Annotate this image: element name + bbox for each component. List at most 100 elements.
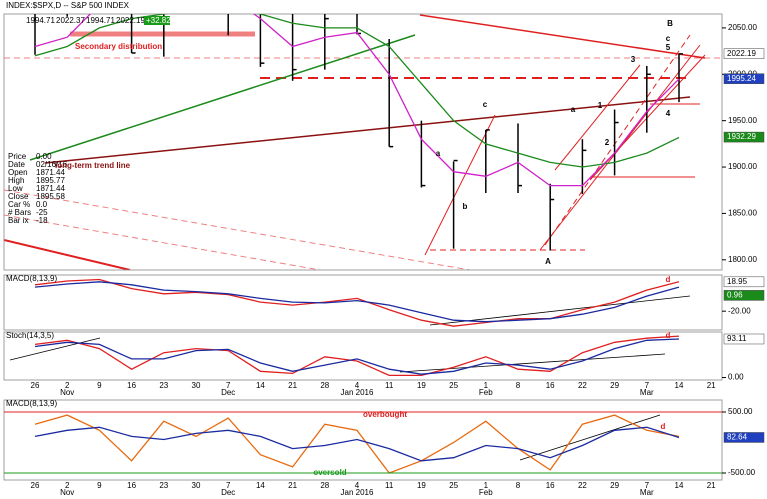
y-tick-label: 0.00 (728, 373, 744, 382)
trendline (424, 114, 496, 256)
annotation: d (666, 275, 671, 284)
x-tick-label: 1 (484, 381, 489, 390)
trendline (29, 34, 416, 161)
x-tick-label: 9 (97, 481, 102, 490)
value-tag-label: 82.64 (727, 433, 748, 442)
y-tick-label: 1800.00 (728, 255, 757, 264)
series-line (34, 414, 680, 474)
series-line (34, 338, 680, 375)
panel (3, 13, 723, 271)
x-tick-label: 21 (707, 481, 716, 490)
panel (3, 274, 723, 331)
annotation: B (667, 19, 673, 28)
value-tag (723, 131, 765, 143)
x-tick-label: 28 (320, 481, 329, 490)
annotation: 4 (666, 109, 671, 118)
panel (3, 399, 723, 481)
info-value: -18 (36, 216, 48, 225)
y-tick-label: 1850.00 (728, 209, 757, 218)
annotation: b (463, 202, 468, 211)
x-tick-label: 16 (546, 381, 555, 390)
trendline (4, 189, 471, 270)
info-value: -25 (36, 208, 48, 217)
y-tick-label: -500.00 (728, 468, 756, 477)
x-tick-label: 16 (127, 381, 136, 390)
info-label: High (8, 176, 24, 185)
y-tick-label: 1900.00 (728, 162, 757, 171)
annotation: 1 (598, 101, 603, 110)
annotation: overbought (363, 410, 407, 419)
info-value: 1895.58 (36, 192, 65, 201)
info-label: Close (8, 192, 29, 201)
x-tick-label: 7 (226, 381, 231, 390)
annotation: a (436, 149, 441, 158)
x-tick-label: 7 (645, 381, 650, 390)
annotation: 5 (666, 43, 671, 52)
x-month-label: Feb (479, 388, 493, 397)
change-badge (144, 16, 170, 25)
value-tag-label: 0.96 (727, 290, 743, 299)
plot-area (34, 14, 683, 251)
x-tick-label: 14 (675, 481, 684, 490)
x-tick-label: 16 (127, 481, 136, 490)
x-month-label: Jan 2016 (341, 488, 374, 497)
value-tag (723, 48, 765, 59)
header-value: 2022.19 (116, 16, 145, 25)
value-tag (723, 432, 765, 443)
x-tick-label: 26 (31, 481, 40, 490)
x-tick-label: 25 (449, 481, 458, 490)
x-tick-label: 22 (578, 381, 587, 390)
value-tag-label: 93.11 (727, 334, 747, 343)
trendline (554, 64, 641, 171)
trendline (429, 295, 691, 326)
x-tick-label: 19 (417, 481, 426, 490)
x-tick-label: 22 (578, 481, 587, 490)
x-tick-label: 11 (385, 381, 394, 390)
x-month-label: Dec (221, 388, 235, 397)
x-tick-label: 28 (320, 381, 329, 390)
x-tick-label: 19 (417, 381, 426, 390)
series-line (34, 14, 680, 168)
series-line (34, 278, 680, 327)
info-label: # Bars (8, 208, 31, 217)
x-month-label: Mar (640, 488, 654, 497)
annotation: a (571, 105, 576, 114)
trendline (419, 14, 706, 59)
annotation: d (666, 331, 671, 340)
info-value: 0.0 (36, 200, 48, 209)
y-tick-label: -20.00 (728, 306, 751, 315)
x-month-label: Dec (221, 488, 235, 497)
x-tick-label: 30 (192, 381, 201, 390)
x-tick-label: 4 (355, 481, 360, 490)
x-tick-label: 2 (65, 481, 70, 490)
info-label: Car % (8, 200, 30, 209)
x-tick-label: 21 (707, 381, 716, 390)
value-tag (723, 290, 765, 301)
panel-title: MACD(8,13,9) (6, 274, 57, 283)
value-tag (723, 73, 765, 84)
x-tick-label: 29 (610, 481, 619, 490)
info-label: Price (8, 152, 27, 161)
trendline (4, 239, 131, 270)
x-tick-label: 8 (516, 481, 521, 490)
series-line (34, 335, 680, 377)
trendline (4, 214, 321, 270)
annotation: 3 (631, 55, 636, 64)
x-tick-label: 30 (192, 481, 201, 490)
x-month-label: Nov (60, 388, 74, 397)
x-month-label: Feb (479, 488, 493, 497)
value-tag-label: 2022.19 (727, 49, 756, 58)
x-tick-label: 7 (226, 481, 231, 490)
trendline (9, 337, 101, 361)
value-tag-label: 18.95 (727, 277, 748, 286)
header-value: +32.82 (146, 16, 171, 25)
x-month-label: Nov (60, 488, 74, 497)
info-value: 0.00 (36, 152, 52, 161)
header-value: 1994.71 (86, 16, 115, 25)
annotation: d (661, 422, 666, 431)
annotation: long-term trend line (55, 161, 131, 170)
panel (3, 331, 723, 381)
info-label: Open (8, 168, 28, 177)
